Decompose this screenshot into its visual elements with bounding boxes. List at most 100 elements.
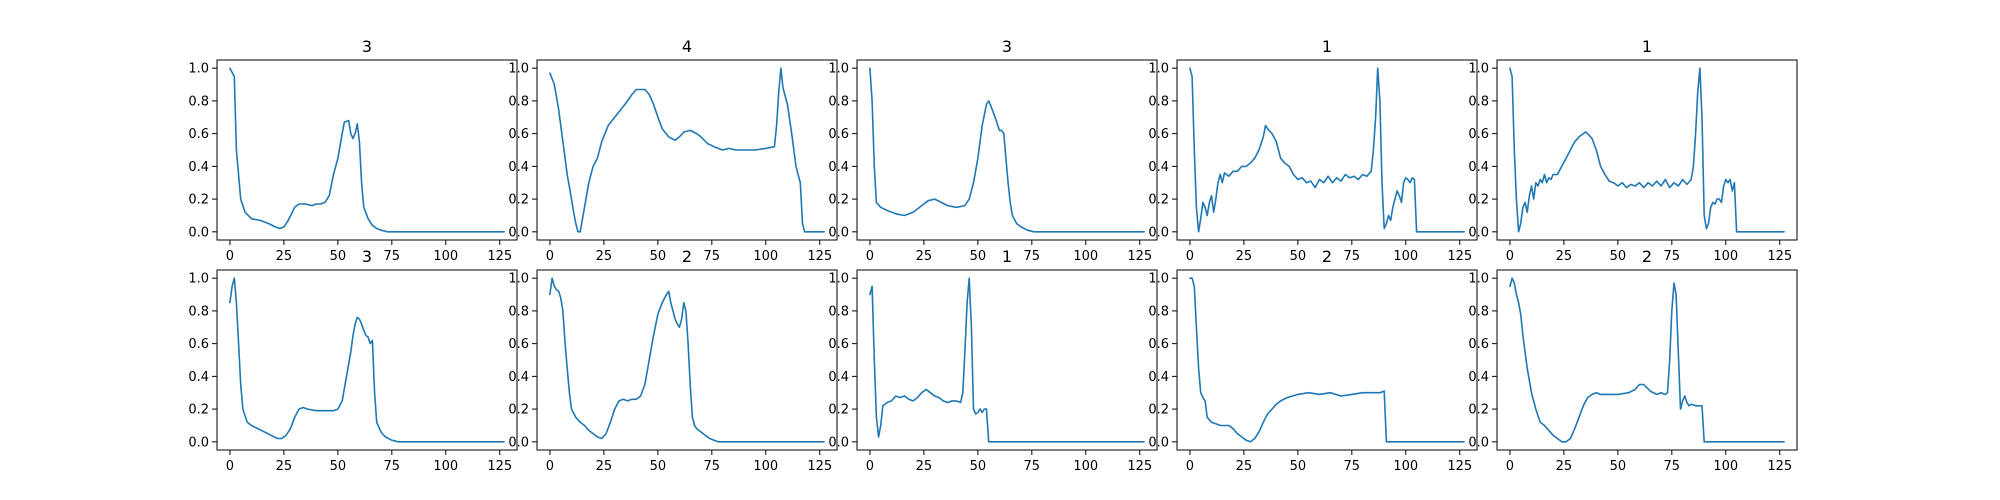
panel-4-y-tick-label: 0.4 bbox=[1148, 160, 1169, 175]
panel-7-y-tick-label: 0.6 bbox=[508, 337, 529, 352]
panel-3-y-tick-label: 1.0 bbox=[828, 62, 849, 77]
panel-10-x-tick-label: 100 bbox=[1713, 459, 1738, 474]
panel-10-y-tick-label: 0.4 bbox=[1468, 370, 1489, 385]
panel-9-x-tick-label: 50 bbox=[1290, 459, 1307, 474]
panel-9-y-tick-label: 0.0 bbox=[1148, 435, 1169, 450]
panel-1-y-tick-label: 0.4 bbox=[188, 160, 209, 175]
panel-1-x-tick-label: 125 bbox=[487, 249, 512, 264]
panel-9-y-tick-label: 1.0 bbox=[1148, 272, 1169, 287]
panel-8-title: 1 bbox=[1002, 247, 1012, 266]
panel-3-series-line bbox=[869, 67, 1145, 233]
panel-8-y-tick-label: 0.6 bbox=[828, 337, 849, 352]
panel-7-title: 2 bbox=[682, 247, 692, 266]
panel-1-title: 3 bbox=[362, 37, 372, 56]
panel-3-y-tick-label: 0.8 bbox=[828, 94, 849, 109]
panel-10-series-line bbox=[1509, 277, 1785, 443]
panel-6-y-tick-label: 0.6 bbox=[188, 337, 209, 352]
panel-9-series-line bbox=[1189, 277, 1465, 443]
panel-4-y-tick-label: 0.8 bbox=[1148, 94, 1169, 109]
panel-4-x-tick-label: 50 bbox=[1290, 249, 1307, 264]
panel-3-y-tick-label: 0.6 bbox=[828, 127, 849, 142]
panel-4-axes-frame bbox=[1176, 59, 1478, 241]
panel-9-x-tick-label: 25 bbox=[1236, 459, 1253, 474]
panel-2-y-tick-label: 0.4 bbox=[508, 160, 529, 175]
panel-10-y-tick-label: 1.0 bbox=[1468, 272, 1489, 287]
panel-5-y-tick-label: 0.8 bbox=[1468, 94, 1489, 109]
panel-5-x-tick-label: 25 bbox=[1556, 249, 1573, 264]
panel-1-y-tick-label: 0.0 bbox=[188, 225, 209, 240]
panel-5-x-tick-label: 100 bbox=[1713, 249, 1738, 264]
panel-3-y-tick-label: 0.0 bbox=[828, 225, 849, 240]
panel-2-y-tick-label: 1.0 bbox=[508, 62, 529, 77]
panel-7-x-tick-label: 25 bbox=[596, 459, 613, 474]
panel-6-x-tick-label: 0 bbox=[226, 459, 234, 474]
panel-2-axes-frame bbox=[536, 59, 838, 241]
panel-7-x-tick-label: 75 bbox=[704, 459, 721, 474]
panel-8-x-tick-label: 75 bbox=[1024, 459, 1041, 474]
panel-2-y-tick-label: 0.0 bbox=[508, 225, 529, 240]
panel-8-y-tick-label: 1.0 bbox=[828, 272, 849, 287]
panel-7-y-tick-label: 0.8 bbox=[508, 304, 529, 319]
panel-6-x-tick-label: 25 bbox=[276, 459, 293, 474]
panel-5-x-tick-label: 75 bbox=[1664, 249, 1681, 264]
panel-6-x-tick-label: 125 bbox=[487, 459, 512, 474]
panel-2-title: 4 bbox=[682, 37, 692, 56]
panel-3-axes-frame bbox=[856, 59, 1158, 241]
panel-1-y-tick-label: 1.0 bbox=[188, 62, 209, 77]
panel-2-x-tick-label: 50 bbox=[650, 249, 667, 264]
panel-5-y-tick-label: 0.4 bbox=[1468, 160, 1489, 175]
panel-8-x-tick-label: 0 bbox=[866, 459, 874, 474]
panel-9-y-tick-label: 0.4 bbox=[1148, 370, 1169, 385]
panel-10-x-tick-label: 25 bbox=[1556, 459, 1573, 474]
panel-2-x-tick-label: 0 bbox=[546, 249, 554, 264]
panel-10-y-tick-label: 0.8 bbox=[1468, 304, 1489, 319]
panel-1-y-tick-label: 0.8 bbox=[188, 94, 209, 109]
panel-10-x-tick-label: 0 bbox=[1506, 459, 1514, 474]
panel-2-y-tick-label: 0.6 bbox=[508, 127, 529, 142]
panel-3-x-tick-label: 0 bbox=[866, 249, 874, 264]
panel-2-series-line bbox=[549, 67, 825, 233]
panel-3-title: 3 bbox=[1002, 37, 1012, 56]
panel-7-x-tick-label: 50 bbox=[650, 459, 667, 474]
panel-1-x-tick-label: 50 bbox=[330, 249, 347, 264]
panel-5-series-line bbox=[1509, 67, 1785, 233]
panel-7-x-tick-label: 125 bbox=[807, 459, 832, 474]
panel-8-x-tick-label: 100 bbox=[1073, 459, 1098, 474]
panel-8-y-tick-label: 0.2 bbox=[828, 403, 849, 418]
panel-4-x-tick-label: 75 bbox=[1344, 249, 1361, 264]
panel-1-x-tick-label: 25 bbox=[276, 249, 293, 264]
panel-3-y-tick-label: 0.2 bbox=[828, 193, 849, 208]
panel-9-x-tick-label: 0 bbox=[1186, 459, 1194, 474]
panel-4-x-tick-label: 100 bbox=[1393, 249, 1418, 264]
panel-7-x-tick-label: 0 bbox=[546, 459, 554, 474]
panel-8-y-tick-label: 0.0 bbox=[828, 435, 849, 450]
panel-6-x-tick-label: 50 bbox=[330, 459, 347, 474]
panel-10-y-tick-label: 0.0 bbox=[1468, 435, 1489, 450]
panel-5-title: 1 bbox=[1642, 37, 1652, 56]
panel-2-y-tick-label: 0.2 bbox=[508, 193, 529, 208]
panel-7-y-tick-label: 0.0 bbox=[508, 435, 529, 450]
panel-4-x-tick-label: 125 bbox=[1447, 249, 1472, 264]
panel-3-x-tick-label: 100 bbox=[1073, 249, 1098, 264]
panel-7-series-line bbox=[549, 277, 825, 443]
panel-4-series-line bbox=[1189, 67, 1465, 233]
panel-10-y-tick-label: 0.2 bbox=[1468, 403, 1489, 418]
panel-9-x-tick-label: 125 bbox=[1447, 459, 1472, 474]
panel-5-y-tick-label: 0.0 bbox=[1468, 225, 1489, 240]
panel-6-y-tick-label: 0.4 bbox=[188, 370, 209, 385]
panel-9-axes-frame bbox=[1176, 269, 1478, 451]
panel-9-y-tick-label: 0.8 bbox=[1148, 304, 1169, 319]
panel-8-series-line bbox=[869, 277, 1145, 443]
panel-10-axes-frame bbox=[1496, 269, 1798, 451]
panel-6-y-tick-label: 0.0 bbox=[188, 435, 209, 450]
panel-9-x-tick-label: 75 bbox=[1344, 459, 1361, 474]
panel-5-x-tick-label: 0 bbox=[1506, 249, 1514, 264]
panel-8-x-tick-label: 50 bbox=[970, 459, 987, 474]
panel-2-y-tick-label: 0.8 bbox=[508, 94, 529, 109]
panel-10-x-tick-label: 50 bbox=[1610, 459, 1627, 474]
panel-1-series-line bbox=[229, 67, 505, 233]
panel-9-y-tick-label: 0.6 bbox=[1148, 337, 1169, 352]
panel-7-axes-frame bbox=[536, 269, 838, 451]
panel-5-axes-frame bbox=[1496, 59, 1798, 241]
panel-6-y-tick-label: 0.2 bbox=[188, 403, 209, 418]
